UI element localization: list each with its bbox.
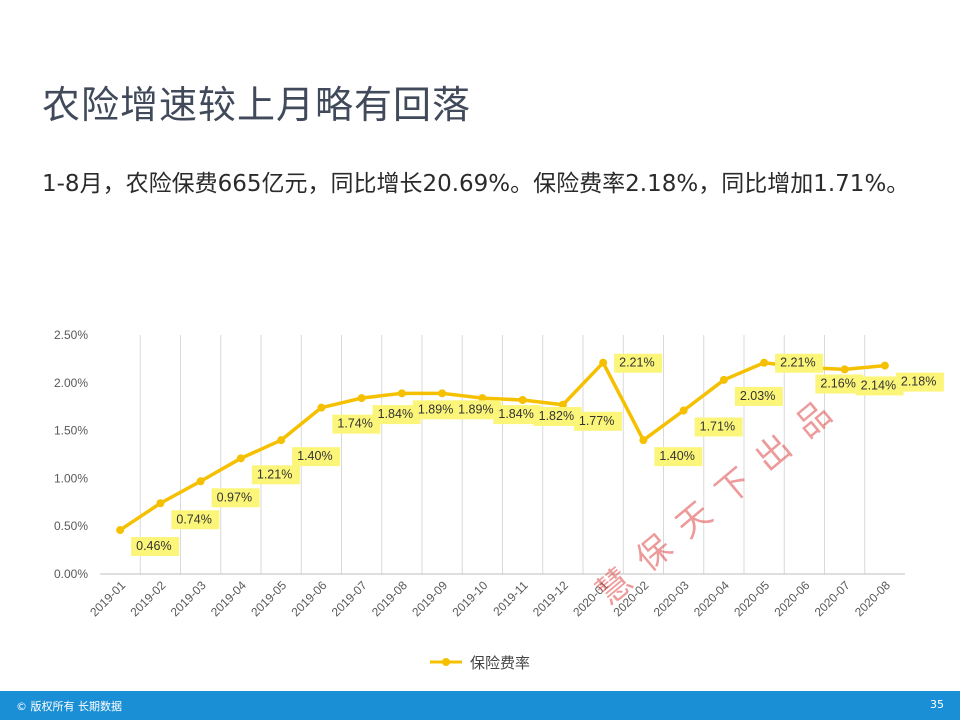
x-tick-label: 2019-12 <box>530 578 571 619</box>
data-label-box <box>412 400 461 420</box>
data-point <box>679 406 688 415</box>
y-tick-label: 2.00% <box>54 376 88 390</box>
x-tick-label: 2020-03 <box>651 578 692 619</box>
legend-label: 保险费率 <box>470 655 530 672</box>
data-point <box>317 403 326 412</box>
data-point <box>277 436 286 445</box>
data-label-box <box>453 400 502 420</box>
x-tick-label: 2019-11 <box>490 578 531 619</box>
data-label: 2.14% <box>861 378 896 392</box>
x-tick-label: 2020-07 <box>812 578 853 619</box>
x-tick-label: 2019-06 <box>288 578 329 619</box>
x-tick-label: 2019-01 <box>87 578 128 619</box>
y-tick-label: 0.00% <box>54 567 88 581</box>
data-point <box>880 361 889 370</box>
x-tick-label: 2020-06 <box>771 578 812 619</box>
data-label-box <box>895 372 944 392</box>
data-label: 1.84% <box>498 407 533 421</box>
data-label: 2.03% <box>740 389 775 403</box>
data-label: 0.97% <box>217 490 252 504</box>
data-label: 2.16% <box>820 377 855 391</box>
x-tick-label: 2020-08 <box>852 578 893 619</box>
data-label: 2.21% <box>780 356 815 370</box>
x-tick-label: 2019-08 <box>369 578 410 619</box>
data-label: 1.21% <box>257 467 292 481</box>
data-label: 0.74% <box>176 512 211 526</box>
data-label: 1.71% <box>700 420 735 434</box>
data-point <box>599 358 608 367</box>
data-point <box>478 394 487 403</box>
data-label-box <box>654 447 703 467</box>
data-point <box>357 394 366 403</box>
x-tick-label: 2019-10 <box>449 578 490 619</box>
x-tick-label: 2019-05 <box>248 578 289 619</box>
footer-bar: © 版权所有 长期数据 35 <box>0 691 960 720</box>
x-tick-label: 2019-07 <box>329 578 370 619</box>
data-label-box <box>815 374 864 394</box>
data-point <box>760 358 769 367</box>
page-number: 35 <box>930 698 944 711</box>
data-point <box>719 375 728 384</box>
data-label: 2.18% <box>901 375 936 389</box>
data-point <box>639 436 648 445</box>
data-label-box <box>292 447 341 467</box>
chart-legend: 保险费率 <box>430 655 530 672</box>
x-tick-label: 2019-03 <box>168 578 209 619</box>
legend-marker <box>442 658 450 666</box>
data-label-box <box>131 537 180 557</box>
data-label-box <box>171 510 220 530</box>
footer-copyright: © 版权所有 长期数据 <box>16 700 122 713</box>
data-label: 1.89% <box>418 402 453 416</box>
data-label: 1.74% <box>337 417 372 431</box>
x-tick-label: 2019-09 <box>409 578 450 619</box>
data-label-box <box>734 386 783 406</box>
data-label-box <box>332 414 381 434</box>
summary-text: 1-8月，农险保费665亿元，同比增长20.69%。保险费率2.18%，同比增加… <box>42 171 910 197</box>
data-label: 1.89% <box>458 402 493 416</box>
data-label: 1.77% <box>579 414 614 428</box>
data-point <box>438 389 447 398</box>
data-point <box>156 499 165 508</box>
series-line-group <box>116 358 889 535</box>
x-tick-label: 2020-05 <box>731 578 772 619</box>
x-axis: 2019-01 2019-02 2019-03 2019-04 2019-05 2019-… <box>87 573 905 619</box>
series-line <box>119 360 886 532</box>
data-label: 2.21% <box>619 356 654 370</box>
x-tick-label: 2019-04 <box>208 578 249 619</box>
data-point <box>518 396 527 405</box>
data-point <box>196 477 205 486</box>
data-label-box <box>775 353 824 373</box>
data-label-box <box>211 488 260 508</box>
data-label: 1.40% <box>297 449 332 463</box>
y-axis: 0.00% 0.50% 1.00% 1.50% 2.00% 2.50% <box>54 328 88 581</box>
y-tick-label: 1.00% <box>54 471 88 485</box>
y-tick-label: 2.50% <box>54 328 88 342</box>
data-label-box <box>614 353 663 373</box>
x-tick-label: 2019-02 <box>127 578 168 619</box>
data-point <box>116 526 125 535</box>
x-tick-label: 2020-04 <box>691 578 732 619</box>
slide-title: 农险增速较上月略有回落 <box>42 83 472 127</box>
data-label: 1.40% <box>659 449 694 463</box>
y-tick-label: 1.50% <box>54 424 88 438</box>
data-label: 1.84% <box>378 407 413 421</box>
y-tick-label: 0.50% <box>54 519 88 533</box>
data-label-box <box>855 376 904 396</box>
data-point <box>840 365 849 374</box>
data-point <box>236 454 245 463</box>
data-label-box <box>694 417 743 437</box>
data-point <box>558 400 567 409</box>
data-label: 1.82% <box>539 409 574 423</box>
data-label-box <box>573 411 622 431</box>
data-label-group: 0.46% 0.74% 0.97% 1.21% 1.40% 1.74% 1.84% 1.89%… <box>131 353 944 557</box>
data-label-box <box>493 405 542 425</box>
data-label-box <box>372 405 421 425</box>
data-point <box>397 389 406 398</box>
data-label-box <box>533 407 582 427</box>
data-label-box <box>251 465 300 485</box>
line-chart: 0.00%0.50%1.00%1.50%2.00%2.50% 2019-01 20… <box>54 328 944 672</box>
data-label: 0.46% <box>136 539 171 553</box>
